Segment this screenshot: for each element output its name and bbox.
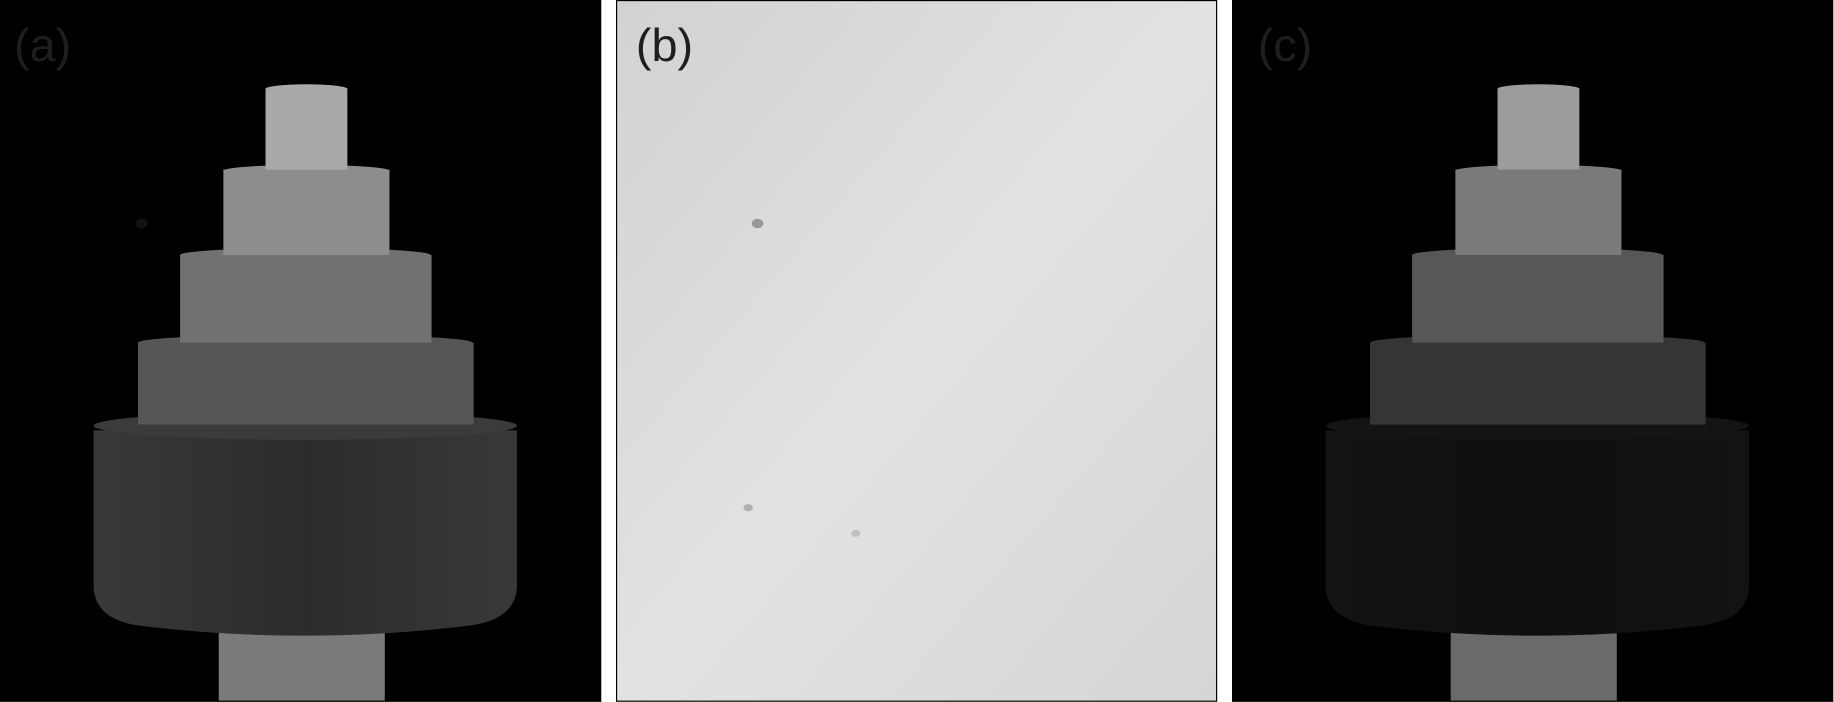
panel-label: (b) xyxy=(636,19,693,71)
panel-label: (c) xyxy=(1258,19,1313,71)
panel-c: (c) xyxy=(1232,0,1834,702)
panel-label: (a) xyxy=(14,19,71,71)
panel-a: (a) xyxy=(0,0,602,702)
panel-b: (b) xyxy=(616,0,1218,702)
